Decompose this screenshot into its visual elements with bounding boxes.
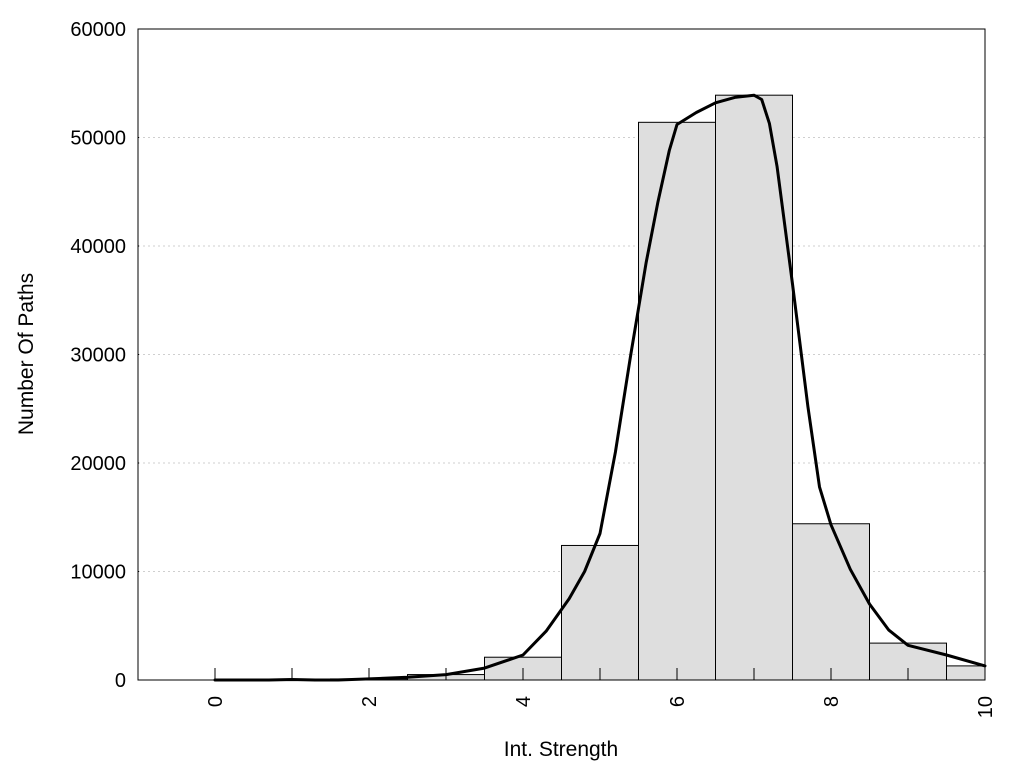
histogram-bar xyxy=(561,544,639,681)
y-tick-label: 60000 xyxy=(70,19,126,41)
histogram-bar xyxy=(715,94,793,681)
x-axis-title: Int. Strength xyxy=(504,738,618,761)
x-tick-label: 4 xyxy=(513,696,535,707)
x-tick-label: 6 xyxy=(667,696,689,707)
x-axis-ticks: 0 2 4 6 8 10 xyxy=(205,668,997,718)
y-tick-label: 40000 xyxy=(70,236,126,258)
y-axis-title: Number Of Paths xyxy=(15,273,38,435)
y-axis-ticks: 0 10000 20000 30000 40000 50000 60000 xyxy=(70,19,139,692)
histogram-bars xyxy=(253,94,986,681)
y-tick-label: 50000 xyxy=(70,128,126,150)
y-tick-label: 10000 xyxy=(70,562,126,584)
x-tick-label: 2 xyxy=(359,696,381,707)
y-tick-label: 20000 xyxy=(70,453,126,475)
histogram-bar xyxy=(638,121,716,681)
y-tick-label: 0 xyxy=(115,670,126,692)
histogram-bar xyxy=(946,665,986,681)
histogram-bar xyxy=(792,523,870,681)
x-tick-label: 0 xyxy=(205,696,227,707)
density-curve xyxy=(213,93,987,682)
x-tick-label: 10 xyxy=(975,696,997,718)
y-tick-label: 30000 xyxy=(70,345,126,367)
density-curve-group xyxy=(213,93,987,682)
grid-lines xyxy=(138,137,985,572)
x-tick-label: 8 xyxy=(821,696,843,707)
